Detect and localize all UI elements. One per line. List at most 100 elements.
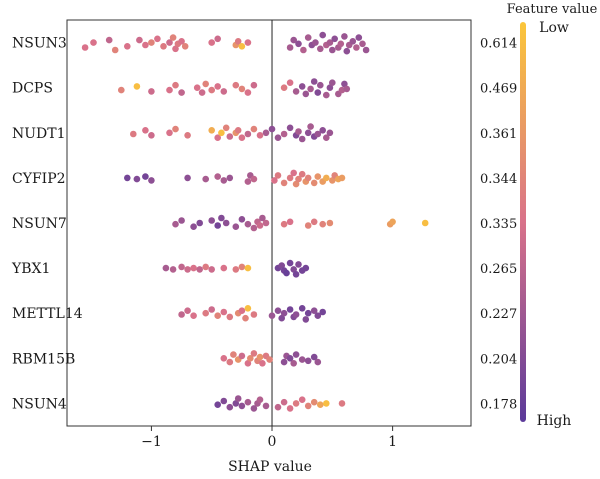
- point-nsun3-34: [331, 35, 339, 43]
- feature-label-nsun7: NSUN7: [12, 216, 67, 232]
- point-nudt1-15: [250, 125, 258, 133]
- point-dcps-18: [292, 88, 300, 95]
- point-nsun7-1: [178, 217, 185, 224]
- feature-label-rbm15b: RBM15B: [12, 351, 75, 367]
- point-nsun7-21: [326, 219, 334, 227]
- point-nsun3-42: [355, 34, 363, 41]
- point-mettl14-4: [208, 306, 215, 313]
- point-nsun7-5: [214, 222, 221, 229]
- mean-shap-labels: 0.614 0.469 0.361 0.344 0.335 0.265 0.227 0.204…: [480, 37, 517, 413]
- point-nsun3-33: [329, 46, 336, 54]
- mean-shap-nsun4: 0.178: [480, 397, 517, 412]
- point-nsun3-44: [362, 46, 370, 54]
- point-cyfip2-12: [271, 177, 278, 184]
- feature-label-dcps: DCPS: [12, 81, 53, 97]
- point-nsun3-40: [349, 38, 357, 45]
- point-ybx1-10: [238, 263, 246, 271]
- point-nudt1-23: [295, 128, 302, 135]
- point-dcps-10: [214, 83, 221, 90]
- point-nudt1-10: [226, 133, 234, 140]
- point-dcps-23: [314, 89, 322, 96]
- point-ybx1-3: [184, 266, 191, 273]
- point-rbm15b-12: [266, 356, 273, 363]
- point-nsun3-28: [312, 39, 319, 46]
- point-nsun4-1: [220, 397, 228, 405]
- point-rbm15b-0: [220, 355, 228, 362]
- point-mettl14-12: [250, 311, 258, 318]
- point-cyfip2-11: [250, 175, 258, 183]
- x-tick-label-0: −1: [141, 434, 162, 450]
- point-nsun3-29: [317, 45, 324, 53]
- point-dcps-21: [307, 85, 314, 93]
- point-dcps-0: [118, 86, 125, 94]
- point-nsun4-9: [256, 396, 264, 404]
- point-cyfip2-5: [202, 175, 209, 183]
- plot-frame: [66, 19, 472, 427]
- point-cyfip2-2: [142, 173, 149, 180]
- point-nsun7-23: [389, 218, 396, 226]
- point-nudt1-3: [166, 129, 173, 137]
- colorbar-low-label: Low: [539, 20, 569, 36]
- point-nsun7-20: [319, 220, 327, 228]
- point-nsun3-4: [124, 43, 131, 50]
- point-dcps-1: [133, 83, 141, 90]
- point-nsun7-15: [262, 219, 270, 227]
- point-nsun7-6: [218, 214, 225, 222]
- point-dcps-3: [166, 86, 173, 94]
- point-cyfip2-4: [184, 174, 191, 182]
- point-mettl14-25: [319, 308, 327, 316]
- point-rbm15b-2: [230, 351, 237, 358]
- point-nsun7-8: [232, 223, 240, 230]
- point-mettl14-15: [278, 314, 286, 322]
- point-rbm15b-1: [226, 358, 234, 366]
- point-nsun3-6: [142, 41, 149, 49]
- point-dcps-16: [280, 84, 288, 91]
- point-mettl14-0: [178, 311, 185, 318]
- point-cyfip2-22: [310, 179, 318, 187]
- feature-labels: NSUN3 DCPS NUDT1 CYFIP2 NSUN7 YBX1 METTL14 RBM1…: [11, 36, 83, 413]
- point-nsun7-9: [238, 216, 246, 223]
- point-ybx1-18: [292, 271, 300, 278]
- point-nsun4-4: [234, 395, 242, 402]
- point-nsun3-12: [172, 45, 179, 53]
- point-nudt1-26: [307, 123, 314, 130]
- point-nsun4-18: [317, 401, 324, 409]
- point-dcps-24: [317, 81, 324, 89]
- point-ybx1-15: [283, 269, 290, 277]
- point-nudt1-16: [256, 132, 264, 139]
- point-nsun3-41: [353, 44, 360, 51]
- point-nsun4-11: [274, 403, 282, 411]
- point-mettl14-20: [298, 305, 306, 312]
- point-ybx1-9: [232, 266, 240, 273]
- x-axis: −1 0 1: [141, 426, 397, 450]
- point-cyfip2-15: [286, 174, 294, 182]
- point-nsun3-7: [148, 39, 155, 46]
- point-nsun7-19: [310, 218, 318, 226]
- mean-shap-mettl14: 0.227: [480, 307, 517, 322]
- point-dcps-31: [343, 85, 351, 93]
- mean-shap-cyfip2: 0.344: [480, 172, 517, 187]
- point-dcps-27: [329, 79, 336, 86]
- point-nsun3-16: [208, 39, 215, 46]
- point-nsun7-13: [256, 222, 264, 229]
- point-cyfip2-25: [323, 174, 330, 182]
- point-nsun3-9: [160, 43, 167, 50]
- point-mettl14-6: [220, 308, 228, 316]
- feature-label-nudt1: NUDT1: [12, 126, 66, 142]
- point-ybx1-21: [302, 264, 310, 272]
- point-rbm15b-9: [256, 353, 264, 361]
- point-nsun3-26: [304, 34, 312, 41]
- feature-label-mettl14: METTL14: [12, 306, 83, 322]
- point-nsun4-0: [214, 401, 221, 409]
- point-nudt1-8: [218, 129, 225, 137]
- point-nsun4-19: [323, 400, 330, 407]
- point-mettl14-19: [292, 311, 300, 318]
- point-mettl14-14: [274, 307, 282, 315]
- point-mettl14-7: [226, 313, 234, 321]
- point-nsun3-30: [319, 31, 327, 39]
- point-rbm15b-21: [314, 358, 322, 366]
- point-rbm15b-17: [292, 351, 300, 358]
- point-nsun3-23: [290, 36, 298, 44]
- point-nudt1-5: [184, 132, 191, 139]
